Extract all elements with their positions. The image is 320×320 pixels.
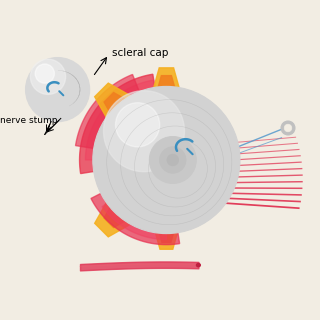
Ellipse shape	[196, 264, 200, 267]
Polygon shape	[91, 188, 180, 244]
Circle shape	[160, 147, 186, 173]
Circle shape	[49, 81, 70, 102]
Polygon shape	[85, 80, 156, 160]
Circle shape	[52, 84, 68, 100]
Circle shape	[26, 58, 90, 122]
Circle shape	[44, 76, 74, 106]
Circle shape	[35, 64, 54, 83]
Circle shape	[33, 65, 84, 116]
Polygon shape	[152, 68, 181, 94]
Polygon shape	[95, 192, 140, 237]
Circle shape	[167, 154, 179, 166]
Polygon shape	[104, 92, 135, 124]
Circle shape	[284, 124, 292, 132]
Circle shape	[42, 74, 76, 108]
Text: scleral cap: scleral cap	[112, 48, 168, 58]
Polygon shape	[104, 196, 135, 228]
Circle shape	[116, 103, 160, 147]
Circle shape	[37, 69, 80, 112]
Polygon shape	[95, 83, 140, 128]
Polygon shape	[80, 74, 156, 173]
Circle shape	[40, 72, 78, 110]
Circle shape	[35, 67, 82, 114]
Polygon shape	[154, 226, 179, 249]
Circle shape	[30, 62, 86, 118]
Text: nerve stump: nerve stump	[0, 116, 58, 124]
Polygon shape	[102, 199, 166, 239]
Circle shape	[54, 86, 67, 99]
Circle shape	[93, 86, 240, 234]
Polygon shape	[76, 75, 141, 149]
Circle shape	[47, 79, 72, 104]
Circle shape	[149, 136, 196, 184]
Circle shape	[281, 121, 295, 135]
Circle shape	[56, 88, 65, 97]
Circle shape	[30, 59, 66, 94]
Polygon shape	[157, 226, 175, 242]
Polygon shape	[156, 76, 177, 94]
Circle shape	[104, 91, 185, 172]
Circle shape	[59, 91, 63, 95]
Circle shape	[28, 60, 88, 120]
Circle shape	[26, 58, 90, 122]
